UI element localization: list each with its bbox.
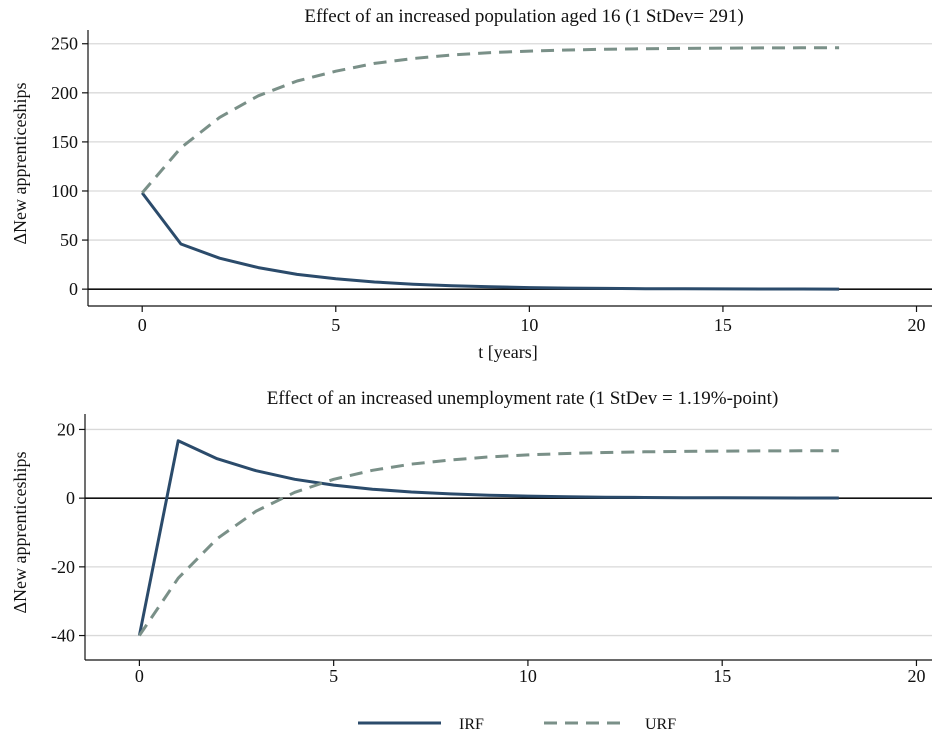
y-tick-label: 20 xyxy=(57,419,75,439)
y-tick-label: 50 xyxy=(60,230,78,250)
x-tick-label: 10 xyxy=(520,315,538,335)
y-tick-label: -40 xyxy=(51,626,75,646)
legend-label-urf: URF xyxy=(645,716,676,733)
x-tick-label: 15 xyxy=(713,666,731,686)
x-tick-label: 0 xyxy=(138,315,147,335)
y-tick-label: 0 xyxy=(69,279,78,299)
x-tick-label: 20 xyxy=(908,315,926,335)
x-tick-label: 0 xyxy=(135,666,144,686)
series-line-irf xyxy=(137,439,839,636)
chart-title: Effect of an increased unemployment rate… xyxy=(267,388,779,409)
series-line-urf xyxy=(141,46,840,194)
x-tick-label: 20 xyxy=(907,666,925,686)
chart-title: Effect of an increased population aged 1… xyxy=(304,6,743,27)
y-tick-label: -20 xyxy=(51,557,75,577)
y-axis-label: ΔNew apprenticeships xyxy=(10,82,30,244)
panel-unemployment: Effect of an increased unemployment rate… xyxy=(10,388,932,686)
legend-label-irf: IRF xyxy=(459,716,484,733)
y-tick-label: 0 xyxy=(66,488,75,508)
y-tick-label: 100 xyxy=(51,181,78,201)
x-axis-label: t [years] xyxy=(478,342,537,362)
y-tick-label: 200 xyxy=(51,83,78,103)
x-tick-label: 5 xyxy=(329,666,338,686)
x-tick-label: 5 xyxy=(331,315,340,335)
y-tick-label: 150 xyxy=(51,132,78,152)
series-line-urf xyxy=(138,449,839,637)
panel-population: Effect of an increased population aged 1… xyxy=(10,6,932,362)
y-tick-label: 250 xyxy=(51,34,78,54)
x-tick-label: 10 xyxy=(519,666,537,686)
series-line-irf xyxy=(141,191,840,291)
y-axis-label: ΔNew apprenticeships xyxy=(10,451,30,613)
x-tick-label: 15 xyxy=(714,315,732,335)
legend: IRF URF xyxy=(358,716,676,733)
